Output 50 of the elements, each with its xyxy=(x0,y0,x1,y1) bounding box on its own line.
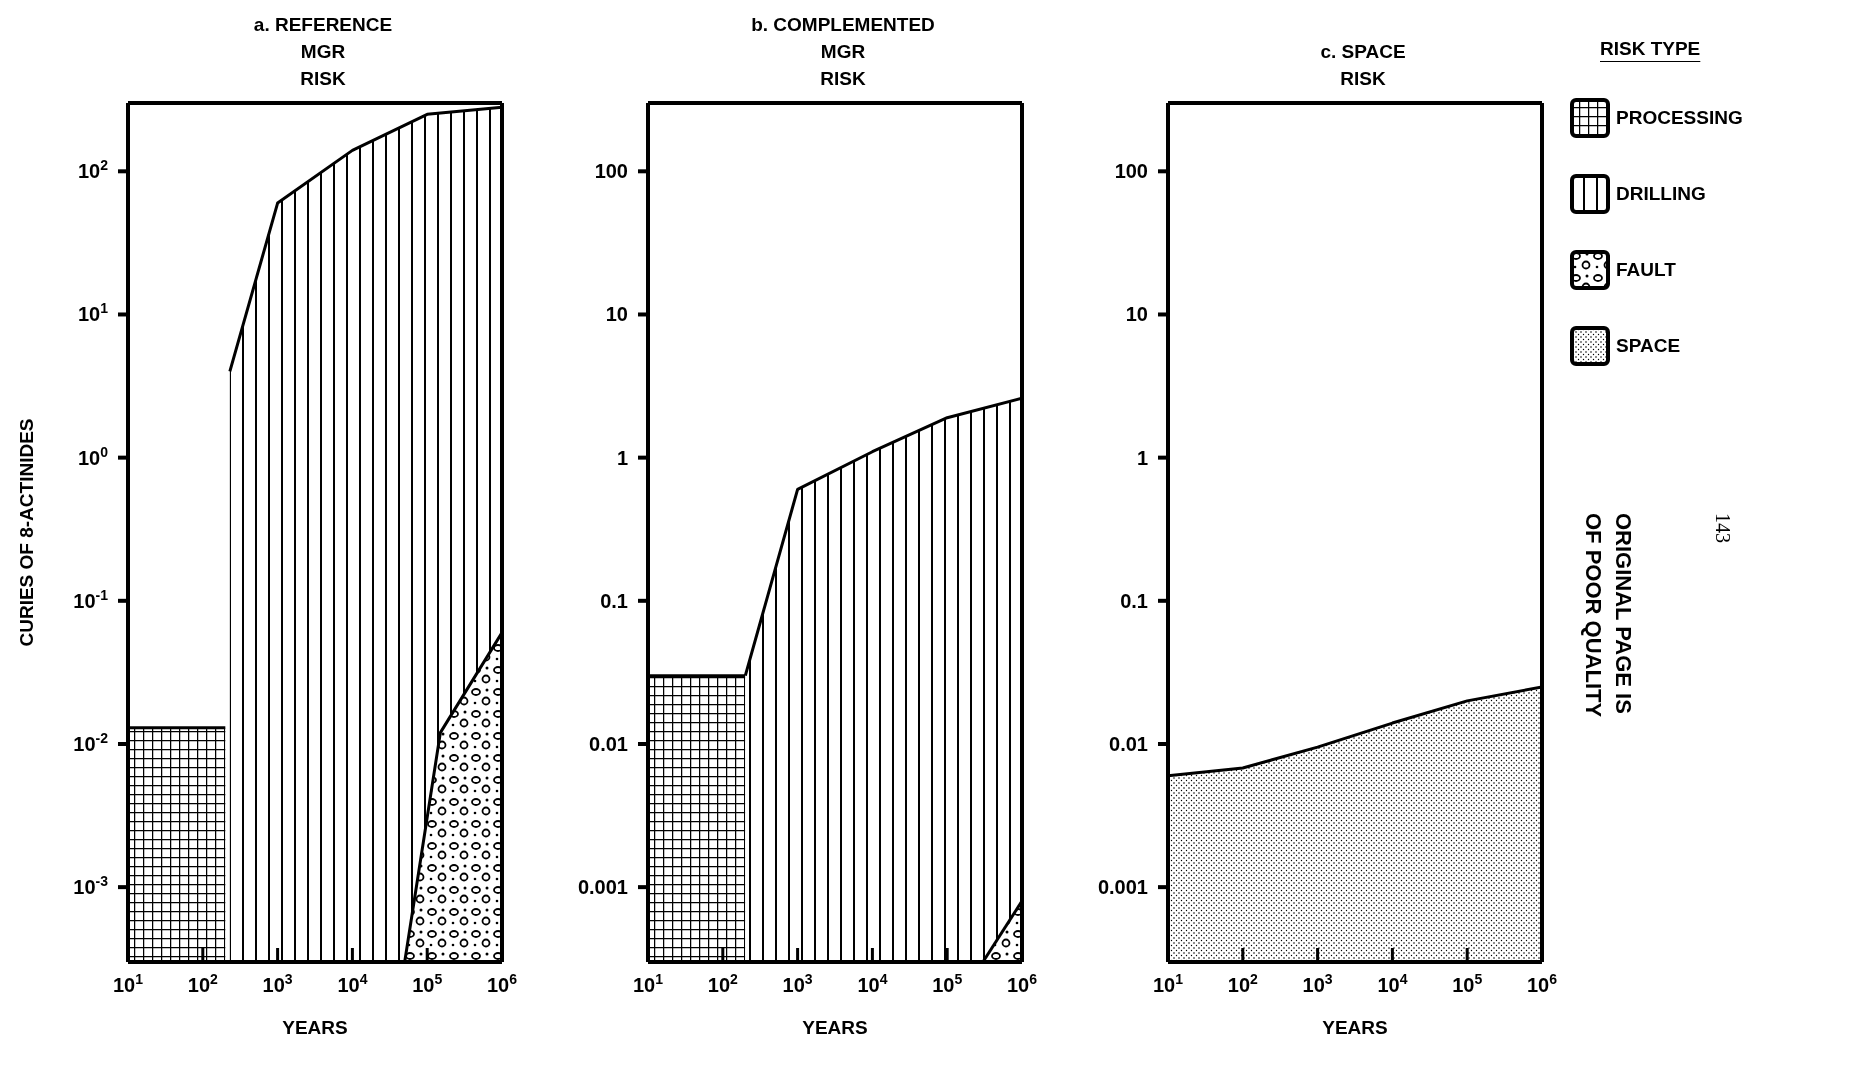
chart-title: c. SPACE RISK xyxy=(1319,40,1407,91)
x-tick-label: 10$^{1}$ xyxy=(632,971,664,996)
x-tick-label: 10$^{3}$ xyxy=(1302,971,1333,996)
x-tick-label: 10$^{2}$ xyxy=(1227,971,1259,996)
text: ORIGINAL PAGE IS OF POOR QUALITY xyxy=(1580,513,1637,718)
x-tick-label: 10$^{5}$ xyxy=(1452,971,1483,996)
y-tick-label: 0.01 xyxy=(589,732,628,755)
chart-title: b. COMPLEMENTED MGR RISK xyxy=(750,13,936,91)
y-tick-label: 100 xyxy=(594,160,628,183)
y-tick-label: 10$^{-2}$ xyxy=(73,729,109,755)
y-tick-label: 100 xyxy=(1114,160,1148,183)
y-tick-label: 0.01 xyxy=(1109,732,1148,755)
y-tick-label: 10 xyxy=(1125,303,1148,326)
y-axis-title: CURIES OF 8-ACTINIDES xyxy=(15,418,37,647)
text: 143 xyxy=(1711,513,1735,543)
x-axis-title: YEARS xyxy=(802,1017,868,1038)
y-tick-label: 0.001 xyxy=(577,876,628,899)
x-tick-label: 10$^{3}$ xyxy=(782,971,813,996)
x-tick-label: 10$^{3}$ xyxy=(262,971,293,996)
legend-label: SPACE xyxy=(1616,335,1681,357)
x-axis-title: YEARS xyxy=(1322,1017,1388,1038)
x-tick-label: 10$^{1}$ xyxy=(1152,971,1184,996)
x-tick-label: 10$^{2}$ xyxy=(707,971,739,996)
x-tick-label: 10$^{4}$ xyxy=(1377,971,1408,996)
legend-title: RISK TYPE xyxy=(1600,38,1701,60)
x-tick-label: 10$^{5}$ xyxy=(412,971,443,996)
y-tick-label: 10$^{1}$ xyxy=(77,300,109,326)
x-tick-label: 10$^{4}$ xyxy=(857,971,888,996)
y-tick-label: 0.1 xyxy=(600,589,628,612)
y-tick-label: 1 xyxy=(1136,446,1148,469)
x-tick-label: 10$^{6}$ xyxy=(1006,971,1038,996)
x-tick-label: 10$^{5}$ xyxy=(932,971,963,996)
y-tick-label: 10$^{-3}$ xyxy=(73,873,109,899)
legend-label: PROCESSING xyxy=(1616,107,1743,129)
y-tick-label: 10$^{2}$ xyxy=(77,157,109,183)
x-tick-label: 10$^{2}$ xyxy=(187,971,219,996)
y-tick-label: 0.1 xyxy=(1120,589,1148,612)
legend-label: DRILLING xyxy=(1616,183,1706,205)
y-tick-label: 10$^{0}$ xyxy=(77,443,109,469)
legend-label: FAULT xyxy=(1616,259,1676,281)
chart-title: a. REFERENCE MGR RISK xyxy=(252,13,394,91)
y-tick-label: 1 xyxy=(616,446,628,469)
x-tick-label: 10$^{1}$ xyxy=(112,971,144,996)
y-tick-label: 0.001 xyxy=(1097,876,1148,899)
y-tick-label: 10$^{-1}$ xyxy=(73,586,109,612)
x-tick-label: 10$^{6}$ xyxy=(486,971,518,996)
x-tick-label: 10$^{6}$ xyxy=(1526,971,1558,996)
x-tick-label: 10$^{4}$ xyxy=(337,971,368,996)
x-axis-title: YEARS xyxy=(282,1017,348,1038)
y-tick-label: 10 xyxy=(605,303,628,326)
